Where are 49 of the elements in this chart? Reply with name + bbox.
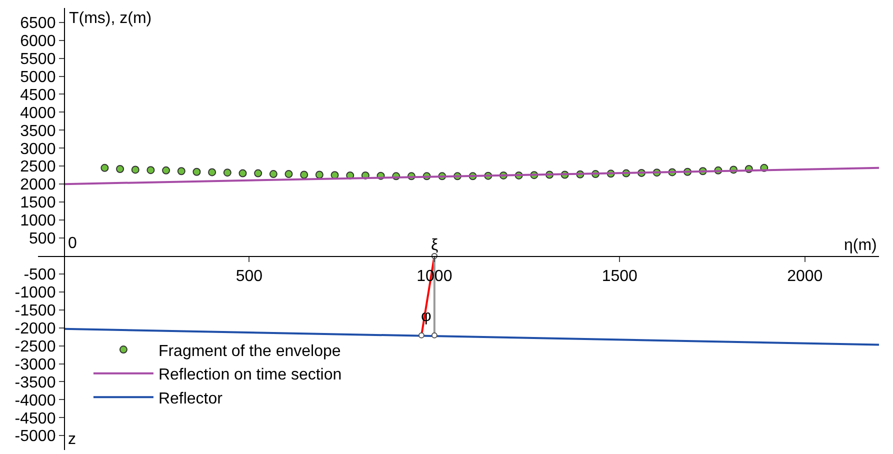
y-tick-label: -4500	[14, 410, 56, 428]
y-tick-label: 3500	[20, 122, 56, 140]
x-tick-label: 500	[236, 268, 263, 286]
y-tick-label: 5000	[20, 68, 56, 86]
point	[223, 168, 232, 177]
point	[300, 170, 308, 179]
point	[208, 168, 216, 176]
y-tick-label: -2500	[14, 338, 56, 356]
y-tick-label: 6000	[20, 32, 56, 50]
point	[192, 168, 201, 176]
y-tick-label: 3000	[20, 140, 56, 158]
y-tick-label: 2500	[20, 158, 56, 176]
legend-label: Fragment of the envelope	[158, 342, 341, 360]
x-axis-title: η(m)	[844, 237, 877, 254]
x-tick-label: 1500	[602, 268, 638, 286]
point	[146, 166, 155, 174]
annotation: 0	[68, 235, 77, 252]
y-axis-title: T(ms), z(m)	[69, 10, 152, 27]
point	[315, 170, 324, 179]
y-tick-label: 5500	[20, 50, 56, 68]
y-tick-label: -2000	[14, 320, 56, 338]
y-tick-label: -1000	[14, 284, 56, 302]
point	[131, 166, 140, 174]
y-tick-label: -3000	[14, 356, 56, 374]
point	[269, 170, 278, 178]
point	[238, 169, 247, 178]
y-tick-label: 1000	[20, 212, 56, 230]
y-tick-label: -500	[24, 266, 56, 284]
y-tick-label: -1500	[14, 302, 56, 320]
annotation: z	[68, 431, 76, 448]
legend-label: Reflection on time section	[158, 366, 342, 384]
y-tick-label: 4000	[20, 104, 56, 122]
point	[254, 169, 262, 178]
y-tick-label: -5000	[14, 428, 56, 446]
y-tick-label: 2000	[20, 176, 56, 194]
legend-label: Reflector	[158, 390, 224, 408]
y-tick-label: 4500	[20, 86, 56, 104]
point	[177, 167, 186, 176]
annotation: ξ	[431, 237, 438, 254]
point	[116, 164, 124, 173]
point	[162, 166, 170, 174]
point	[284, 170, 293, 178]
x-tick-label: 2000	[787, 268, 823, 286]
y-tick-label: 500	[29, 230, 56, 248]
y-tick-label: -3500	[14, 374, 56, 392]
y-tick-label: -4000	[14, 392, 56, 410]
y-tick-label: 6500	[20, 14, 56, 32]
point	[100, 164, 109, 172]
y-tick-label: 1500	[20, 194, 56, 212]
